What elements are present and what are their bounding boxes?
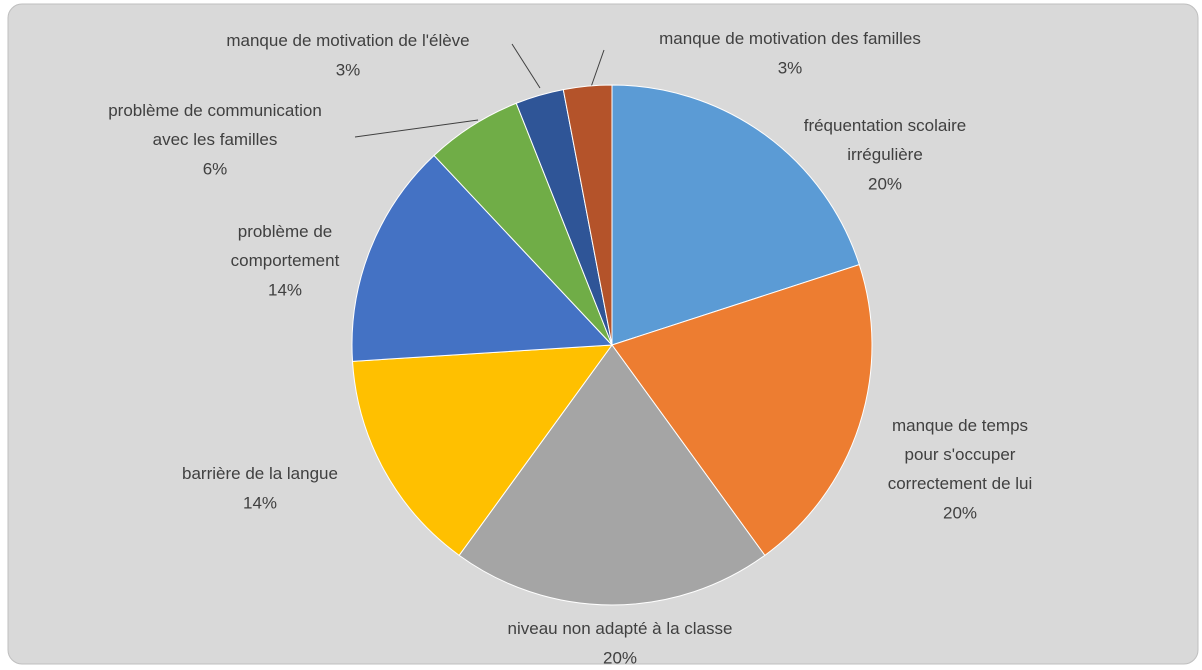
label-line: avec les familles [153,130,278,149]
slice-label: problème de comportement [231,222,340,270]
pie-slice [611,264,873,557]
pie-slice [351,154,614,362]
label-line: fréquentation scolaire [804,116,967,135]
slice-label: fréquentation scolaire irrégulière [804,116,967,164]
pie-slice [351,344,614,557]
label-line: correctement de lui [888,474,1033,493]
slice-label: manque de motivation des familles [659,29,921,48]
value-label: 14% [268,280,302,299]
pie-slice [611,84,860,346]
label-line: problème de communication [108,101,322,120]
value-label: 3% [336,60,361,79]
slice-label: manque de temps pour s'occuper correctemen… [888,416,1033,493]
label-line: manque de temps [892,416,1028,435]
label-line: comportement [231,251,340,270]
slice-label: niveau non adapté à la classe [508,619,733,638]
leader-line [590,49,605,88]
label-line: manque de motivation des familles [659,29,921,48]
label-line: manque de motivation de l'élève [226,31,469,50]
value-label: 6% [203,159,228,178]
label-line: problème de [238,222,333,241]
slice-label: barrière de la langue [182,464,338,483]
leader-line [511,43,541,89]
value-label: 20% [943,503,977,522]
value-label: 20% [603,648,637,665]
label-line: niveau non adapté à la classe [508,619,733,638]
value-label: 20% [868,174,902,193]
label-line: barrière de la langue [182,464,338,483]
pie-slice [562,84,613,346]
value-label: 14% [243,493,277,512]
pie-slice [458,344,766,606]
value-label: 3% [778,58,803,77]
leader-line [354,119,479,138]
label-line: pour s'occuper [905,445,1016,464]
slice-label: problème de communication avec les famill… [108,101,322,149]
slice-label: manque de motivation de l'élève [226,31,469,50]
label-line: irrégulière [847,145,923,164]
